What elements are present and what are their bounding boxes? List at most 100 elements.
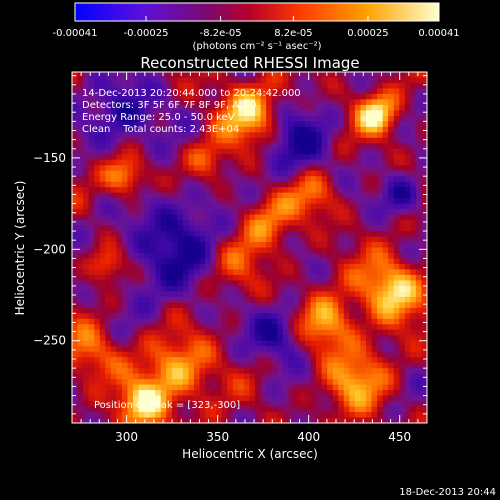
heatmap-cell: [327, 373, 334, 380]
heatmap-cell: [205, 351, 212, 358]
heatmap-cell: [360, 77, 367, 84]
heatmap-cell: [399, 252, 406, 259]
heatmap-cell: [243, 318, 250, 325]
heatmap-cell: [421, 390, 427, 396]
heatmap-cell: [399, 258, 406, 265]
heatmap-cell: [160, 132, 167, 139]
heatmap-cell: [304, 99, 311, 106]
heatmap-cell: [243, 329, 250, 336]
heatmap-cell: [77, 340, 84, 347]
heatmap-cell: [121, 318, 128, 325]
heatmap-cell: [360, 104, 367, 111]
heatmap-cell: [293, 137, 300, 144]
heatmap-cell: [377, 82, 384, 89]
heatmap-cell: [105, 368, 112, 375]
heatmap-cell: [216, 285, 223, 292]
heatmap-cell: [232, 181, 239, 188]
heatmap-cell: [249, 313, 256, 320]
heatmap-cell: [182, 395, 189, 402]
heatmap-cell: [177, 247, 184, 254]
heatmap-cell: [382, 258, 389, 265]
heatmap-cell: [404, 263, 411, 270]
heatmap-cell: [149, 417, 156, 423]
heatmap-cell: [338, 263, 345, 270]
heatmap-cell: [194, 104, 200, 111]
heatmap-cell: [266, 335, 273, 342]
heatmap-cell: [277, 137, 284, 144]
heatmap-cell: [166, 373, 173, 380]
heatmap-cell: [410, 187, 417, 194]
heatmap-cell: [293, 401, 300, 407]
heatmap-cell: [349, 104, 356, 111]
heatmap-cell: [277, 77, 284, 84]
heatmap-cell: [83, 77, 90, 84]
heatmap-cell: [188, 72, 195, 78]
heatmap-cell: [316, 121, 323, 128]
heatmap-cell: [232, 368, 239, 375]
heatmap-cell: [194, 324, 200, 331]
heatmap-cell: [194, 154, 200, 161]
heatmap-cell: [299, 291, 306, 298]
heatmap-cell: [399, 209, 406, 215]
heatmap-cell: [171, 99, 178, 106]
heatmap-cell: [210, 143, 217, 150]
heatmap-cell: [271, 165, 278, 172]
heatmap-cell: [282, 88, 289, 95]
heatmap-cell: [310, 406, 317, 413]
heatmap-cell: [99, 99, 106, 106]
heatmap-cell: [266, 285, 273, 292]
heatmap-cell: [316, 351, 323, 358]
heatmap-cell: [149, 340, 156, 347]
colorbar-tick-label: 0.00025: [347, 28, 388, 39]
heatmap-cell: [271, 99, 278, 106]
heatmap-cell: [271, 82, 278, 89]
heatmap-cell: [160, 252, 167, 259]
heatmap-cell: [83, 220, 90, 226]
heatmap-cell: [371, 247, 378, 254]
heatmap-cell: [260, 187, 267, 194]
heatmap-cell: [121, 203, 128, 210]
heatmap-cell: [377, 302, 384, 309]
heatmap-cell: [77, 93, 84, 100]
heatmap-cell: [127, 121, 134, 128]
heatmap-cell: [77, 247, 84, 254]
heatmap-cell: [321, 93, 328, 100]
heatmap-cell: [316, 368, 323, 375]
heatmap-cell: [177, 373, 184, 380]
heatmap-cell: [188, 170, 195, 177]
heatmap-cell: [243, 170, 250, 177]
heatmap-cell: [393, 126, 400, 133]
heatmap-cell: [327, 159, 334, 166]
heatmap-cell: [293, 220, 300, 226]
heatmap-cell: [343, 324, 350, 331]
heatmap-cell: [388, 198, 395, 205]
heatmap-cell: [160, 209, 167, 215]
heatmap-cell: [332, 93, 339, 100]
heatmap-cell: [415, 72, 422, 78]
heatmap-cell: [321, 77, 328, 84]
heatmap-cell: [182, 412, 189, 418]
heatmap-cell: [360, 181, 367, 188]
heatmap-cell: [94, 291, 101, 298]
heatmap-cell: [332, 203, 339, 210]
heatmap-cell: [227, 220, 234, 226]
heatmap-cell: [144, 181, 151, 188]
heatmap-cell: [349, 77, 356, 84]
heatmap-cell: [127, 242, 134, 248]
heatmap-cell: [365, 110, 372, 117]
heatmap-cell: [88, 247, 95, 254]
heatmap-cell: [221, 198, 228, 205]
heatmap-cell: [327, 351, 334, 358]
heatmap-cell: [299, 395, 306, 402]
plot-frame: [71, 71, 428, 424]
footer-timestamp: 18-Dec-2013 20:44: [399, 487, 496, 498]
heatmap-cell: [144, 373, 151, 380]
heatmap-cell: [194, 274, 200, 281]
heatmap-cell: [382, 187, 389, 194]
heatmap-cell: [299, 346, 306, 353]
heatmap-cell: [99, 82, 106, 89]
heatmap-cell: [371, 209, 378, 215]
heatmap-cell: [266, 351, 273, 358]
heatmap-cell: [133, 242, 139, 248]
heatmap-cell: [94, 368, 101, 375]
